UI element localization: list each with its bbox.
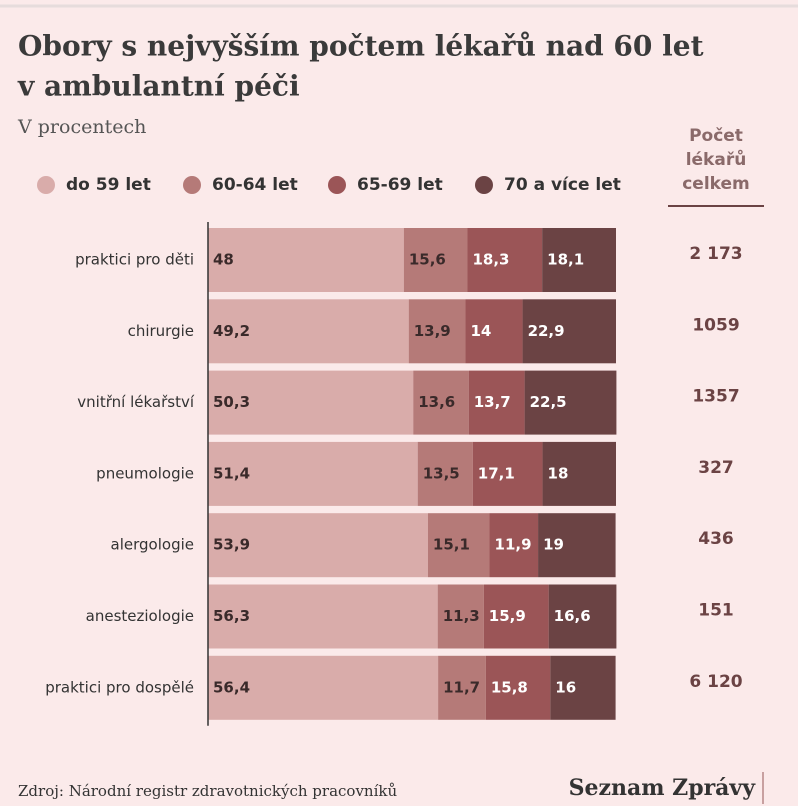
total-value: 2 173 (689, 244, 742, 264)
bar-segment (208, 655, 439, 720)
total-value: 151 (698, 601, 734, 621)
bar-segment (542, 228, 616, 292)
bar-segment (208, 299, 409, 364)
total-value: 6 120 (689, 672, 742, 692)
data-label: 18 (548, 464, 569, 482)
bar-segment (485, 655, 551, 720)
y-tick-label: praktici pro děti (75, 251, 194, 269)
data-label: 19 (543, 536, 564, 554)
bar-segment (489, 513, 539, 578)
data-label: 56,3 (213, 607, 250, 625)
y-tick-label: chirurgie (128, 322, 194, 340)
total-value: 436 (698, 529, 734, 549)
data-label: 15,1 (433, 536, 470, 554)
bar-segment (538, 513, 616, 578)
totals-header: lékařů (686, 148, 747, 170)
bar-segment (413, 370, 469, 435)
bar-segment (208, 441, 418, 506)
data-label: 16,6 (554, 607, 591, 625)
bar-segment (550, 655, 616, 720)
data-label: 11,9 (495, 536, 532, 554)
bar-segment (468, 370, 525, 435)
y-tick-label: anesteziologie (86, 607, 194, 625)
data-label: 14 (470, 322, 491, 340)
bar-segment (472, 441, 543, 506)
y-tick-label: praktici pro dospělé (45, 678, 194, 696)
bar-segment (403, 228, 468, 292)
data-label: 18,1 (547, 251, 584, 269)
y-tick-label: vnitřní lékařství (77, 393, 195, 411)
data-label: 50,3 (213, 393, 250, 411)
data-label: 13,9 (414, 322, 451, 340)
legend-swatch (37, 176, 55, 194)
bar-segment (208, 513, 428, 578)
data-label: 15,8 (491, 678, 528, 696)
brand: Seznam Zprávy (569, 775, 757, 801)
data-label: 11,3 (443, 607, 480, 625)
bar-segment (438, 655, 486, 720)
data-label: 13,5 (423, 464, 460, 482)
bar-segment (467, 228, 543, 292)
legend-label: 70 a více let (504, 175, 621, 195)
chart-title: Obory s nejvyšším počtem lékařů nad 60 l… (18, 30, 704, 63)
bar-segment (417, 441, 473, 506)
total-value: 1059 (692, 315, 739, 335)
data-label: 22,9 (528, 322, 565, 340)
bar-segment (483, 584, 549, 649)
data-label: 15,6 (409, 251, 446, 269)
chart-title: v ambulantní péči (17, 70, 300, 103)
totals-header: celkem (682, 174, 750, 194)
bar-segment (548, 584, 617, 649)
y-tick-label: pneumologie (96, 464, 194, 482)
bar-segment (524, 370, 617, 435)
bar-segment (427, 513, 490, 578)
data-label: 13,7 (474, 393, 511, 411)
source: Zdroj: Národní registr zdravotnických pr… (18, 782, 397, 800)
bar-segment (542, 441, 616, 506)
legend-swatch (183, 176, 201, 194)
legend-swatch (475, 176, 493, 194)
chart-subtitle: V procentech (17, 116, 146, 138)
legend-label: do 59 let (66, 175, 151, 195)
data-label: 51,4 (213, 464, 250, 482)
legend-swatch (328, 176, 346, 194)
data-label: 22,5 (530, 393, 567, 411)
y-tick-label: alergologie (111, 536, 194, 554)
legend-label: 60-64 let (212, 175, 298, 195)
total-value: 1357 (692, 387, 739, 407)
data-label: 17,1 (478, 464, 515, 482)
data-label: 18,3 (472, 251, 509, 269)
data-label: 56,4 (213, 678, 250, 696)
bar-segment (522, 299, 616, 364)
bar-segment (208, 228, 404, 292)
data-label: 16 (555, 678, 576, 696)
data-label: 48 (213, 251, 234, 269)
data-label: 11,7 (443, 678, 480, 696)
bar-segment (408, 299, 466, 364)
bar-segment (208, 370, 414, 435)
data-label: 53,9 (213, 536, 250, 554)
data-label: 49,2 (213, 322, 250, 340)
bar-segment (465, 299, 523, 364)
data-label: 13,6 (418, 393, 455, 411)
legend-label: 65-69 let (357, 175, 443, 195)
bar-segment (437, 584, 484, 649)
data-label: 15,9 (489, 607, 526, 625)
totals-header: Počet (689, 126, 743, 146)
bar-segment (208, 584, 438, 649)
total-value: 327 (698, 458, 734, 478)
